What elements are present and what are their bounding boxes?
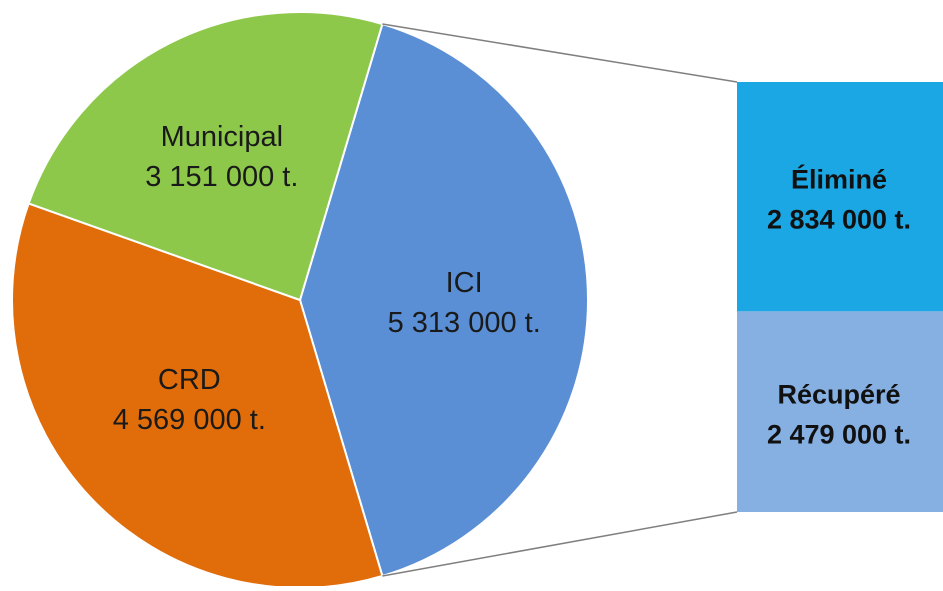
pie-label-municipal: Municipal <box>161 121 284 153</box>
pie-label-ici: ICI <box>446 267 483 299</box>
connector-line-bottom <box>382 511 738 577</box>
bar-segment-label-recupere: Récupéré <box>777 380 900 410</box>
pie-slice-ici <box>298 22 589 578</box>
bar-segment-recupere <box>737 311 943 512</box>
breakdown-bar <box>737 82 943 512</box>
bar-segment-value-recupere: 2 479 000 t. <box>767 420 911 450</box>
bar-segment-value-elimine: 2 834 000 t. <box>767 205 911 235</box>
pie <box>11 10 589 590</box>
data-labels: Éliminé 2 834 000 t. Récupéré 2 479 000 t. I… <box>113 121 911 450</box>
pie-value-crd: 4 569 000 t. <box>113 404 266 436</box>
bar-segment-elimine <box>737 82 943 312</box>
connector-line-top <box>382 23 738 83</box>
pie-value-ici: 5 313 000 t. <box>388 307 541 339</box>
bar-segment-label-elimine: Éliminé <box>791 164 887 195</box>
connector-lines <box>382 23 738 577</box>
pie-label-crd: CRD <box>158 364 221 396</box>
pie-slice-municipal <box>27 10 384 302</box>
pie-value-municipal: 3 151 000 t. <box>145 161 298 193</box>
